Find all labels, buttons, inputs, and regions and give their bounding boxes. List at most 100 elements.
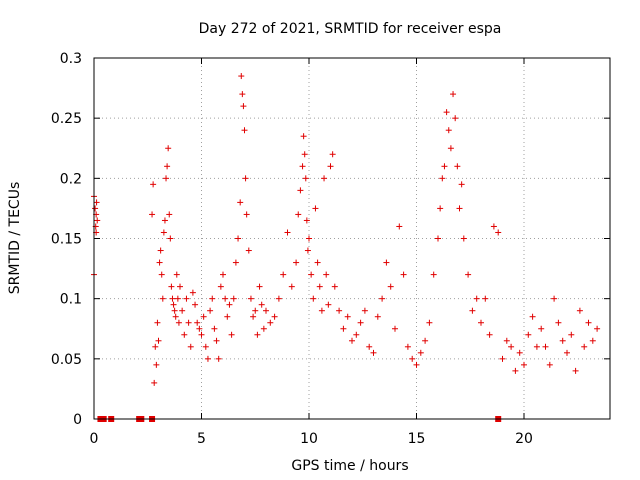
data-point [198, 331, 205, 338]
data-point [499, 355, 506, 362]
data-point [152, 343, 159, 350]
data-point [585, 319, 592, 326]
data-point [263, 307, 269, 314]
data-point [404, 343, 411, 350]
data-point [568, 331, 575, 338]
data-point [486, 331, 493, 338]
data-point [92, 205, 99, 212]
data-point [495, 229, 502, 236]
data-point [512, 367, 519, 374]
data-point [267, 319, 274, 326]
data-point [349, 337, 355, 344]
data-point [473, 295, 480, 302]
data-point [245, 247, 252, 254]
data-point [340, 325, 347, 332]
x-tick-labels: 0 5 10 15 20 [90, 431, 533, 447]
y-tick-label: 0.3 [60, 51, 82, 67]
data-point [304, 247, 311, 254]
data-point [445, 127, 452, 134]
data-point [240, 103, 247, 110]
data-point [594, 325, 601, 332]
data-point [250, 313, 257, 320]
data-point [254, 331, 261, 338]
data-point [458, 181, 465, 188]
data-point [469, 307, 476, 314]
data-point [331, 283, 338, 290]
data-point [247, 295, 254, 302]
data-point [150, 181, 157, 188]
data-point [164, 163, 171, 170]
data-point [295, 211, 302, 218]
data-point [159, 295, 166, 302]
data-point [241, 127, 248, 134]
data-point [460, 235, 467, 242]
data-point [167, 235, 174, 242]
data-point [454, 163, 461, 170]
data-point [252, 307, 259, 314]
data-point [215, 355, 222, 362]
data-point [400, 271, 407, 278]
data-point [318, 307, 325, 314]
data-point [275, 295, 282, 302]
axis-ticks [93, 57, 610, 420]
data-point [413, 361, 420, 368]
data-point [456, 205, 463, 212]
data-point [409, 355, 416, 362]
data-point [220, 271, 226, 278]
data-point [439, 175, 446, 182]
data-point [396, 223, 403, 230]
data-point [226, 301, 233, 308]
data-point [288, 283, 295, 290]
data-point [179, 307, 186, 314]
data-point [443, 109, 450, 116]
data-point [271, 313, 278, 320]
data-point [160, 229, 167, 236]
data-point [465, 271, 472, 278]
data-point [336, 307, 343, 314]
data-point [452, 115, 459, 122]
data-point [299, 163, 306, 170]
data-point [228, 331, 235, 338]
data-point [293, 259, 300, 266]
data-point [242, 175, 249, 182]
data-point [94, 217, 101, 224]
data-point [353, 331, 360, 338]
data-point [387, 283, 394, 290]
data-point [555, 319, 562, 326]
data-point [303, 217, 310, 224]
data-point [189, 289, 196, 296]
data-point [559, 337, 566, 344]
data-point [235, 235, 242, 242]
data-point [357, 319, 364, 326]
data-point [344, 313, 351, 320]
data-point [158, 271, 165, 278]
data-point [490, 223, 497, 230]
data-point [256, 283, 263, 290]
data-point [196, 325, 203, 332]
data-point [301, 151, 308, 158]
data-point [239, 91, 246, 98]
data-point [366, 343, 373, 350]
data-point [156, 259, 163, 266]
data-point [529, 313, 536, 320]
data-point [329, 151, 336, 158]
data-point [211, 325, 218, 332]
data-point [165, 145, 172, 152]
y-tick-label: 0 [73, 412, 82, 428]
data-point [447, 145, 454, 152]
x-tick-label: 0 [90, 431, 99, 447]
data-point [323, 271, 330, 278]
data-point [284, 229, 291, 236]
data-point [300, 133, 307, 140]
data-point [435, 235, 441, 242]
x-tick-label: 20 [515, 431, 533, 447]
data-point [187, 343, 194, 350]
y-tick-label: 0.15 [51, 232, 82, 248]
data-point [185, 319, 192, 326]
gridlines [94, 58, 610, 419]
data-point [422, 337, 429, 344]
data-point [426, 319, 433, 326]
data-point [430, 271, 437, 278]
data-point [325, 301, 332, 308]
data-point [202, 343, 209, 350]
